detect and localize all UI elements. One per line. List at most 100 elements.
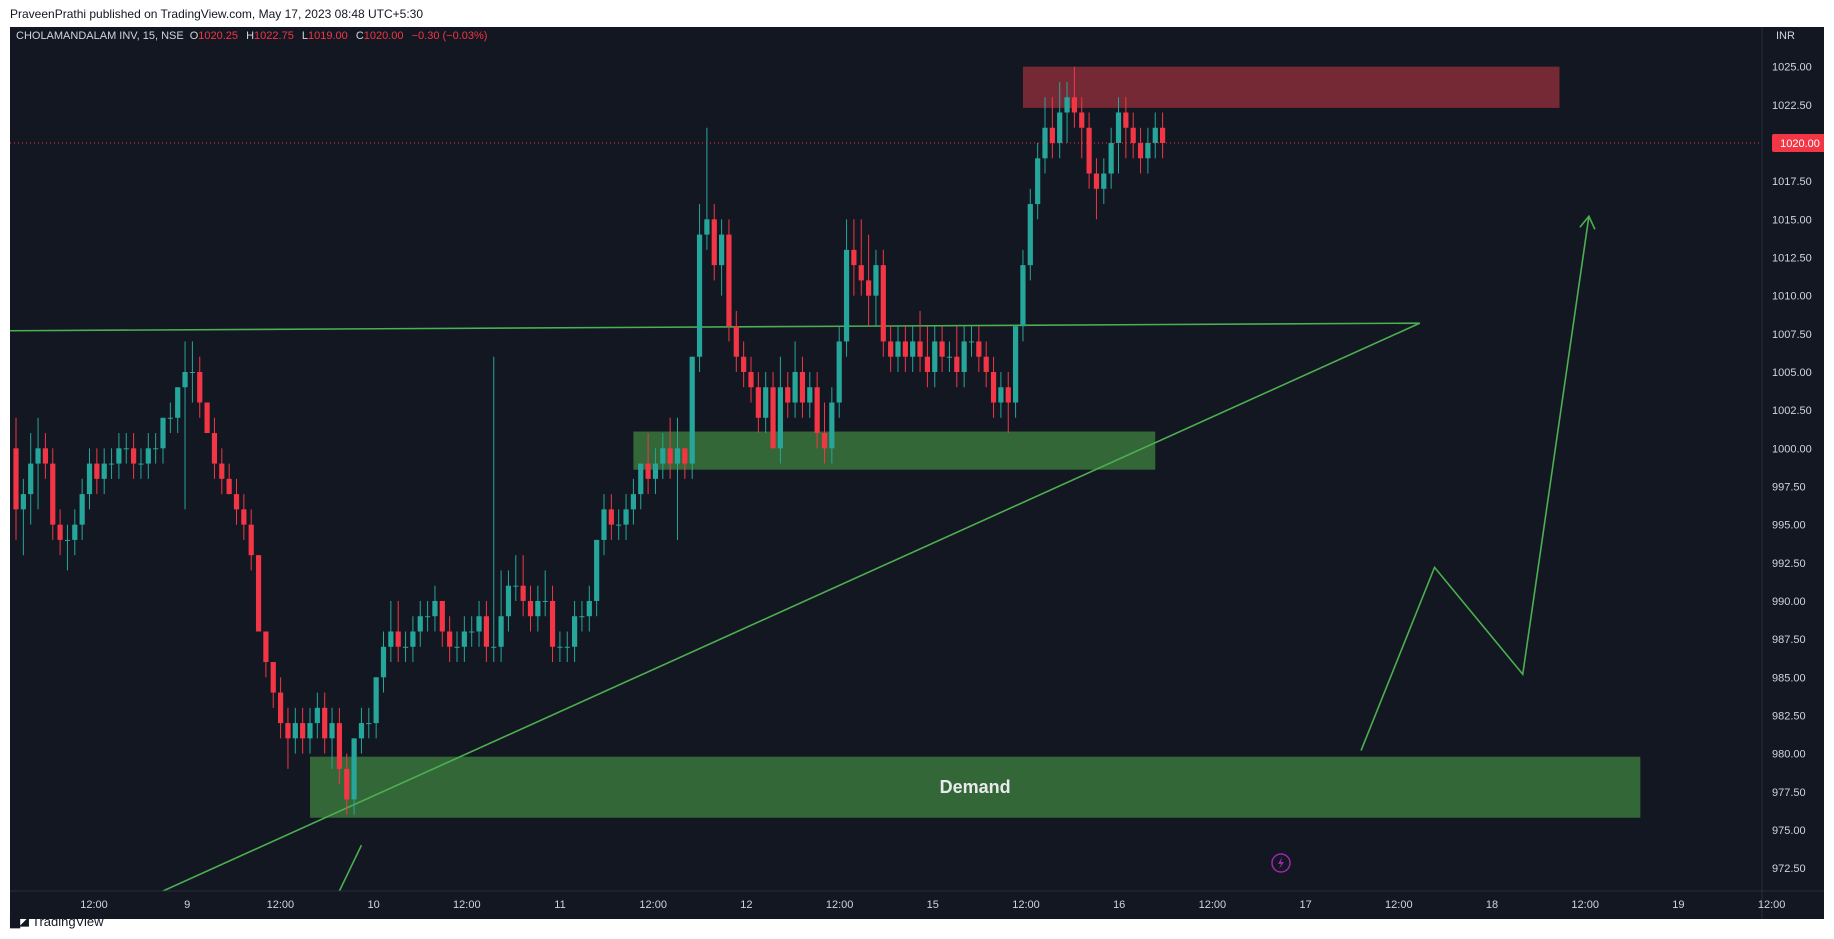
candle-body: [42, 448, 48, 464]
candle-body: [1093, 173, 1100, 189]
candle-body: [285, 723, 291, 739]
candle-body: [910, 341, 916, 357]
candle-body: [1115, 112, 1122, 144]
candle-body: [101, 463, 107, 479]
y-tick-label: 1010.00: [1772, 291, 1812, 303]
candle-body: [594, 539, 600, 601]
candle-body: [777, 387, 783, 449]
candle-body: [1086, 127, 1092, 174]
candle-body: [1042, 127, 1048, 159]
candle-body: [373, 677, 379, 724]
lightning-icon-bolt: [1278, 857, 1284, 869]
candle-body: [388, 631, 394, 647]
candle-body: [1152, 127, 1158, 144]
x-tick-label: 12:00: [1758, 899, 1786, 911]
projection-tail: [338, 844, 363, 892]
y-tick-label: 1012.50: [1772, 253, 1812, 265]
candle-body: [108, 463, 115, 465]
x-tick-label: 12:00: [1385, 899, 1413, 911]
x-tick-label: 12:00: [1012, 899, 1040, 911]
candle-body: [1160, 127, 1166, 144]
candle-body: [696, 234, 703, 357]
ohlc-readout: O1020.25 H1022.75 L1019.00 C1020.00 −0.3…: [190, 30, 488, 42]
low-label: L: [302, 30, 308, 42]
candle-body: [123, 448, 129, 450]
lightning-icon[interactable]: [1271, 853, 1291, 873]
y-tick-label: 997.50: [1772, 481, 1806, 493]
x-tick-label: 12:00: [1571, 899, 1599, 911]
y-tick-label: 1002.50: [1772, 405, 1812, 417]
candle-body: [1071, 97, 1077, 113]
candle-body: [814, 387, 820, 434]
last-price-tag: [1772, 134, 1824, 153]
candle-body: [843, 249, 850, 342]
tradingview-logo[interactable]: ▇◢ TradingView: [10, 913, 104, 929]
x-tick-label: 12:00: [80, 899, 108, 911]
candle-body: [983, 356, 989, 372]
x-tick-label: 17: [1299, 899, 1311, 911]
candle-body: [799, 371, 806, 403]
candle-body: [924, 356, 930, 372]
candle-body: [329, 723, 335, 739]
trendline: [10, 322, 1420, 332]
candle-body: [402, 646, 409, 648]
candle-body: [821, 433, 828, 449]
low-value: 1019.00: [308, 30, 348, 42]
x-tick-label: 18: [1486, 899, 1498, 911]
candle-body: [1013, 326, 1019, 403]
y-tick-label: 975.00: [1772, 825, 1806, 837]
y-tick-label: 1007.50: [1772, 329, 1812, 341]
x-tick-label: 10: [367, 899, 379, 911]
candle-body: [483, 616, 489, 647]
candle-body: [86, 463, 93, 495]
projection-arrowhead: [1579, 214, 1596, 230]
high-label: H: [246, 30, 254, 42]
candle-body: [932, 341, 938, 372]
last-price-label: 1020.00: [1780, 138, 1820, 150]
chart-pane[interactable]: Demand 1020.00 1025.00 1022.50 1017.50 1015…: [10, 27, 1824, 919]
candle-body: [233, 494, 240, 510]
candle-body: [674, 448, 681, 464]
candle-body: [755, 387, 761, 418]
published-caption: PraveenPrathi published on TradingView.c…: [10, 7, 424, 21]
candle-body: [138, 463, 144, 465]
candle-body: [255, 555, 262, 632]
candle-body: [454, 646, 460, 648]
candle-body: [1079, 112, 1085, 128]
candle-body: [579, 616, 585, 618]
candle-body: [829, 402, 835, 449]
y-tick-label: 982.50: [1772, 710, 1806, 722]
candle-body: [1005, 387, 1011, 403]
candle-body: [689, 356, 695, 464]
candle-body: [425, 616, 431, 618]
candle-body: [807, 387, 813, 403]
candle-body: [785, 387, 791, 403]
candle-body: [447, 631, 453, 647]
candle-body: [645, 463, 651, 479]
x-tick-label: 12:00: [453, 899, 481, 911]
candle-body: [72, 524, 78, 540]
candle-body: [704, 219, 710, 235]
x-tick-label: 12:00: [1199, 899, 1227, 911]
candle-body: [895, 341, 901, 357]
price-chart[interactable]: Demand 1020.00 1025.001022.501017.501015…: [10, 27, 1824, 919]
y-tick-label: 985.00: [1772, 672, 1806, 684]
candle-body: [292, 723, 298, 739]
candle-body: [549, 600, 556, 647]
candle-body: [888, 341, 894, 357]
candle-body: [954, 356, 960, 372]
candle-body: [344, 768, 350, 800]
candle-body: [160, 417, 166, 449]
candle-body: [13, 448, 19, 510]
close-label: C: [356, 30, 364, 42]
candle-body: [652, 463, 659, 479]
candle-body: [616, 524, 622, 526]
candle-body: [961, 341, 967, 372]
candle-body: [358, 723, 365, 739]
candle-body: [1137, 143, 1144, 159]
candle-body: [35, 448, 41, 464]
y-tick-label: 1000.00: [1772, 443, 1812, 455]
candle-body: [395, 631, 401, 647]
trendline: [162, 322, 1421, 892]
candle-body: [476, 616, 482, 632]
